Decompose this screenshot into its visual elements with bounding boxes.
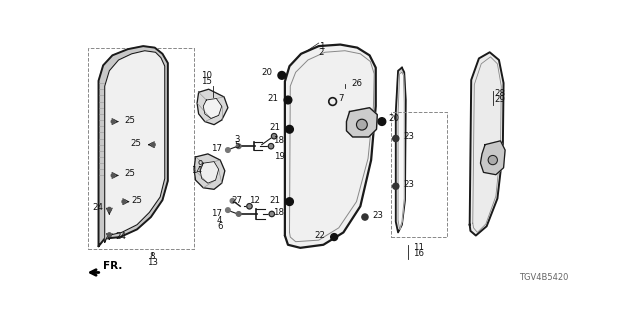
Text: 24: 24 [115, 232, 127, 241]
Circle shape [247, 204, 252, 209]
Circle shape [111, 120, 115, 124]
Text: 18: 18 [273, 208, 284, 217]
Text: 14: 14 [191, 166, 202, 175]
Circle shape [108, 233, 111, 237]
Text: 17: 17 [211, 210, 223, 219]
Circle shape [122, 200, 126, 204]
Text: 1: 1 [319, 42, 324, 51]
Text: 19: 19 [274, 152, 285, 161]
Text: 3: 3 [234, 135, 239, 144]
Polygon shape [285, 44, 376, 248]
Circle shape [285, 125, 293, 133]
Circle shape [356, 119, 367, 130]
Text: 20: 20 [262, 68, 273, 77]
Text: 9: 9 [197, 160, 202, 169]
Text: 23: 23 [372, 211, 383, 220]
Circle shape [230, 198, 235, 203]
Text: 4: 4 [217, 216, 223, 225]
Bar [88, 48, 194, 249]
Circle shape [285, 198, 293, 205]
Circle shape [362, 214, 368, 220]
Circle shape [278, 71, 285, 79]
Text: 23: 23 [403, 132, 415, 141]
Text: 10: 10 [201, 71, 212, 80]
Polygon shape [481, 141, 505, 175]
Circle shape [268, 143, 274, 149]
Text: 18: 18 [273, 136, 284, 145]
Text: 21: 21 [268, 94, 279, 103]
Text: 16: 16 [413, 250, 424, 259]
Polygon shape [105, 51, 164, 243]
Polygon shape [197, 89, 228, 124]
Circle shape [225, 148, 230, 152]
Text: 25: 25 [131, 139, 141, 148]
Text: 5: 5 [234, 141, 239, 150]
Circle shape [269, 211, 275, 217]
Polygon shape [470, 52, 504, 236]
Text: 26: 26 [351, 78, 362, 88]
Text: 24: 24 [92, 203, 103, 212]
Circle shape [236, 212, 241, 216]
Circle shape [393, 183, 399, 189]
Circle shape [236, 144, 241, 148]
Bar [391, 112, 447, 237]
Text: 29: 29 [494, 95, 505, 105]
Circle shape [331, 234, 338, 241]
Circle shape [225, 208, 230, 212]
Polygon shape [398, 72, 404, 229]
Polygon shape [346, 108, 378, 137]
Polygon shape [200, 162, 219, 183]
Circle shape [271, 133, 276, 139]
Text: 23: 23 [403, 180, 415, 189]
Circle shape [378, 118, 386, 125]
Circle shape [111, 173, 115, 177]
Circle shape [108, 207, 111, 211]
Circle shape [488, 156, 497, 165]
Text: 17: 17 [211, 144, 223, 153]
Polygon shape [204, 99, 221, 118]
Circle shape [151, 143, 155, 147]
Text: 28: 28 [494, 89, 506, 98]
Text: 25: 25 [125, 169, 136, 179]
Circle shape [393, 135, 399, 141]
Text: 7: 7 [338, 94, 344, 103]
Text: 25: 25 [132, 196, 143, 204]
Text: 25: 25 [125, 116, 136, 124]
Text: 11: 11 [413, 243, 424, 252]
Text: 21: 21 [269, 123, 280, 132]
Text: 15: 15 [201, 77, 212, 86]
Text: 27: 27 [232, 196, 243, 204]
Text: FR.: FR. [103, 261, 122, 271]
Polygon shape [99, 46, 168, 246]
Text: 22: 22 [314, 231, 325, 240]
Text: 20: 20 [388, 114, 399, 123]
Text: 6: 6 [217, 222, 223, 231]
Text: 12: 12 [250, 196, 260, 204]
Circle shape [284, 96, 292, 104]
Text: 8: 8 [150, 252, 155, 261]
Text: 2: 2 [319, 48, 324, 57]
Polygon shape [396, 68, 406, 232]
Text: TGV4B5420: TGV4B5420 [519, 273, 568, 282]
Text: 21: 21 [269, 196, 280, 204]
Text: 13: 13 [147, 258, 158, 267]
Polygon shape [194, 154, 225, 189]
